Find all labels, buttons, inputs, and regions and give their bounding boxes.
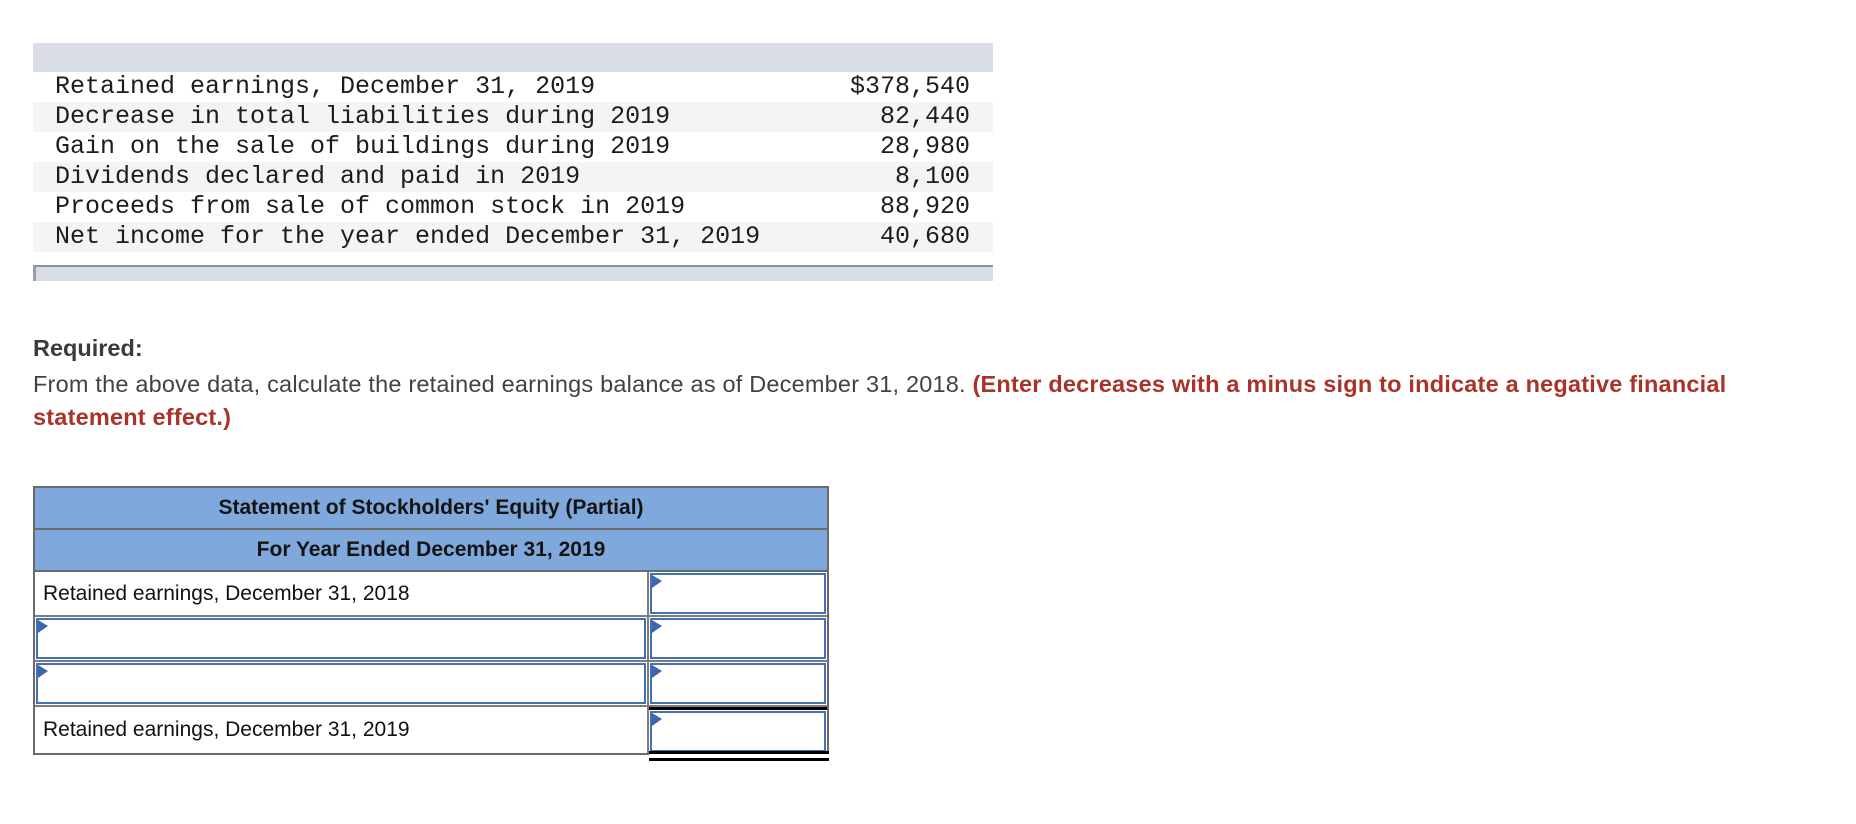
data-row-label: Retained earnings, December 31, 2019 <box>55 72 596 101</box>
statement-subtitle-row: For Year Ended December 31, 2019 <box>35 530 827 572</box>
source-data-table: Retained earnings, December 31, 2019 $37… <box>33 43 993 281</box>
total-value-cell <box>649 707 827 753</box>
data-row-label: Proceeds from sale of common stock in 20… <box>55 192 686 221</box>
ending-balance-amount-input[interactable] <box>652 713 824 750</box>
statement-title: Statement of Stockholders' Equity (Parti… <box>218 496 644 519</box>
label-cell-editable <box>35 617 649 660</box>
label-entry-cell[interactable] <box>36 663 646 704</box>
row-label-retained-earnings-2018: Retained earnings, December 31, 2018 <box>35 572 649 615</box>
value-cell <box>649 617 827 660</box>
data-row-value: 28,980 <box>879 132 970 161</box>
label-cell-editable <box>35 662 649 705</box>
data-row-net-income: Net income for the year ended December 3… <box>33 222 993 252</box>
amount-entry-cell[interactable] <box>650 573 826 614</box>
required-heading: Required: <box>33 335 143 361</box>
data-row-gain-on-sale: Gain on the sale of buildings during 201… <box>33 132 993 162</box>
statement-of-stockholders-equity-table: Statement of Stockholders' Equity (Parti… <box>33 486 829 761</box>
data-row-value: $378,540 <box>849 72 970 101</box>
required-instruction: From the above data, calculate the retai… <box>33 368 1825 434</box>
data-table-header-bar <box>33 43 993 72</box>
data-row-proceeds-common-stock: Proceeds from sale of common stock in 20… <box>33 192 993 222</box>
instruction-emphasis-text: (Enter decreases with a minus sign to in… <box>33 371 1727 430</box>
statement-title-row: Statement of Stockholders' Equity (Parti… <box>35 488 827 530</box>
row2-description-input[interactable] <box>38 620 644 657</box>
data-row-decrease-liabilities: Decrease in total liabilities during 201… <box>33 102 993 132</box>
row2-amount-input[interactable] <box>652 620 824 657</box>
data-row-value: 8,100 <box>894 162 970 191</box>
amount-entry-cell[interactable] <box>650 711 826 752</box>
data-row-dividends: Dividends declared and paid in 2019 8,10… <box>33 162 993 192</box>
row3-amount-input[interactable] <box>652 665 824 702</box>
statement-row-ending-balance: Retained earnings, December 31, 2019 <box>35 707 827 753</box>
data-row-value: 88,920 <box>879 192 970 221</box>
required-section: Required: From the above data, calculate… <box>33 331 1825 434</box>
double-underline-rule <box>649 751 829 761</box>
statement-subtitle: For Year Ended December 31, 2019 <box>256 538 606 561</box>
data-row-retained-earnings-2019: Retained earnings, December 31, 2019 $37… <box>33 72 993 102</box>
row-label-retained-earnings-2019: Retained earnings, December 31, 2019 <box>35 707 649 753</box>
label-entry-cell[interactable] <box>36 618 646 659</box>
value-cell <box>649 572 827 615</box>
data-row-label: Net income for the year ended December 3… <box>55 222 761 251</box>
data-row-value: 40,680 <box>879 222 970 251</box>
data-row-label: Dividends declared and paid in 2019 <box>55 162 581 191</box>
data-row-label: Decrease in total liabilities during 201… <box>55 102 671 131</box>
horizontal-scrollbar[interactable] <box>33 265 993 281</box>
beginning-balance-amount-input[interactable] <box>652 575 824 612</box>
amount-entry-cell[interactable] <box>650 663 826 704</box>
statement-row-beginning-balance: Retained earnings, December 31, 2018 <box>35 572 827 617</box>
statement-row-blank-1 <box>35 617 827 662</box>
amount-entry-cell[interactable] <box>650 618 826 659</box>
data-row-label: Gain on the sale of buildings during 201… <box>55 132 671 161</box>
instruction-normal-text: From the above data, calculate the retai… <box>33 371 973 397</box>
statement-row-blank-2 <box>35 662 827 707</box>
data-row-value: 82,440 <box>879 102 970 131</box>
data-table-bottom-spacer <box>33 252 993 265</box>
row3-description-input[interactable] <box>38 665 644 702</box>
value-cell <box>649 662 827 705</box>
